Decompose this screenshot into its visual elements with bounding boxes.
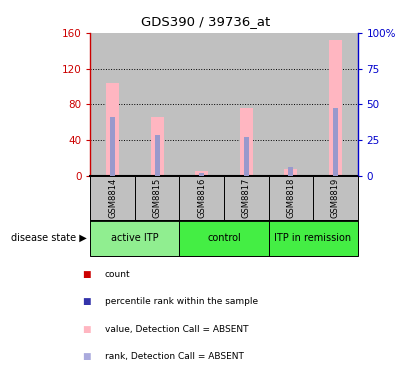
Text: control: control: [207, 233, 241, 243]
Text: disease state ▶: disease state ▶: [11, 233, 86, 243]
Bar: [199, 173, 204, 176]
FancyBboxPatch shape: [224, 176, 268, 220]
Bar: [284, 168, 298, 176]
Text: active ITP: active ITP: [111, 233, 159, 243]
Bar: [224, 33, 268, 176]
Text: GSM8814: GSM8814: [108, 178, 117, 218]
Bar: [244, 137, 249, 176]
FancyBboxPatch shape: [180, 220, 268, 256]
Text: GSM8815: GSM8815: [153, 178, 162, 218]
FancyBboxPatch shape: [180, 176, 224, 220]
Bar: [106, 83, 119, 176]
Bar: [329, 40, 342, 176]
Bar: [195, 171, 208, 176]
Bar: [135, 33, 180, 176]
Bar: [240, 108, 253, 176]
Text: count: count: [105, 270, 130, 279]
FancyBboxPatch shape: [268, 220, 358, 256]
FancyBboxPatch shape: [313, 176, 358, 220]
Text: GDS390 / 39736_at: GDS390 / 39736_at: [141, 15, 270, 28]
FancyBboxPatch shape: [135, 176, 180, 220]
Bar: [332, 108, 338, 176]
Text: ■: ■: [82, 270, 91, 279]
Bar: [110, 117, 115, 176]
Text: ITP in remission: ITP in remission: [275, 233, 351, 243]
FancyBboxPatch shape: [268, 176, 313, 220]
Text: rank, Detection Call = ABSENT: rank, Detection Call = ABSENT: [105, 352, 244, 361]
Text: value, Detection Call = ABSENT: value, Detection Call = ABSENT: [105, 325, 248, 334]
FancyBboxPatch shape: [90, 220, 180, 256]
Bar: [288, 167, 293, 176]
Text: GSM8819: GSM8819: [331, 178, 340, 218]
Text: ■: ■: [82, 298, 91, 306]
Bar: [155, 135, 160, 176]
Text: percentile rank within the sample: percentile rank within the sample: [105, 298, 258, 306]
Bar: [180, 33, 224, 176]
Bar: [313, 33, 358, 176]
Text: GSM8817: GSM8817: [242, 178, 251, 218]
FancyBboxPatch shape: [90, 176, 135, 220]
Bar: [90, 33, 135, 176]
Text: ■: ■: [82, 325, 91, 334]
Bar: [268, 33, 313, 176]
Text: ■: ■: [82, 352, 91, 361]
Text: GSM8818: GSM8818: [286, 178, 295, 218]
Text: GSM8816: GSM8816: [197, 178, 206, 218]
Bar: [150, 117, 164, 176]
